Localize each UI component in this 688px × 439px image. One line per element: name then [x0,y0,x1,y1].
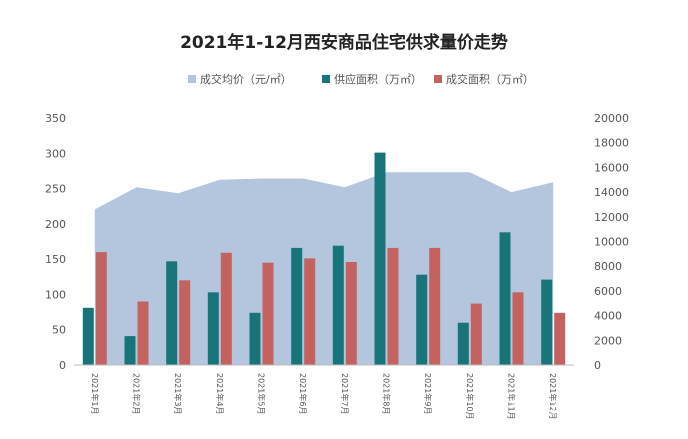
bar-supply-10 [457,322,469,365]
x-tick: 2021年1月 [90,373,100,414]
legend-item: 成交面积（万㎡） [434,72,534,86]
x-tick: 2021年4月 [215,373,225,414]
chart-title: 2021年1-12月西安商品住宅供求量价走势 [180,32,508,53]
x-tick: 2021年9月 [423,373,433,414]
y-right-tick: 14000 [594,186,629,199]
bar-supply-1 [82,307,94,365]
x-tick: 2021年11月 [507,373,517,420]
bar-deal-3 [179,280,191,365]
y-right-tick: 16000 [594,161,629,174]
y-left-tick: 300 [45,147,66,160]
x-tick: 2021年10月 [465,373,475,420]
bar-deal-6 [304,258,316,365]
bar-deal-9 [429,247,441,365]
bar-supply-2 [124,336,136,365]
bar-deal-10 [470,303,482,365]
y-left-tick: 350 [45,112,66,125]
watermark: 知乎 @有事问彭叔 [512,399,628,416]
x-tick: 2021年8月 [382,373,392,414]
legend-label: 成交面积（万㎡） [446,72,534,86]
x-tick: 2021年7月 [340,373,350,414]
bar-supply-11 [499,232,511,365]
legend: 成交均价（元/㎡） 供应面积（万㎡） 成交面积（万㎡） [188,72,534,86]
legend-swatch [322,75,330,83]
x-tick: 2021年3月 [173,373,183,414]
y-left-tick: 150 [45,253,66,266]
y-right-tick: 6000 [594,285,622,298]
legend-label: 成交均价（元/㎡） [200,72,292,86]
bar-deal-7 [345,262,357,365]
y-left-tick: 100 [45,288,66,301]
x-tick: 2021年5月 [257,373,267,414]
legend-item: 供应面积（万㎡） [322,72,422,86]
bar-supply-12 [541,279,553,365]
bar-deal-1 [95,252,107,365]
y-left-tick: 200 [45,218,66,231]
bar-supply-3 [166,261,178,365]
y-left-tick: 50 [52,324,66,337]
bar-supply-8 [374,152,386,365]
bar-deal-12 [554,312,566,365]
y-right-tick: 2000 [594,334,622,347]
bar-supply-7 [332,245,344,365]
legend-label: 供应面积（万㎡） [334,72,422,86]
bar-supply-4 [207,292,219,365]
bar-deal-8 [387,247,399,365]
area-avg-price [94,172,554,365]
bar-supply-9 [416,274,428,365]
y-left-tick: 250 [45,183,66,196]
x-tick: 2021年2月 [132,373,142,414]
bar-deal-5 [262,262,274,365]
bar-deal-4 [220,252,232,365]
legend-swatch [434,75,442,83]
legend-swatch [188,75,196,83]
bar-supply-5 [249,312,261,365]
y-right-tick: 10000 [594,236,629,249]
y-left-tick: 0 [59,359,66,372]
y-right-tick: 4000 [594,310,622,323]
bar-supply-6 [291,247,303,365]
y-right-tick: 12000 [594,211,629,224]
bar-deal-2 [137,301,149,365]
y-right-tick: 8000 [594,260,622,273]
y-right-tick: 20000 [594,112,629,125]
x-tick: 2021年12月 [548,373,558,420]
x-tick: 2021年6月 [298,373,308,414]
legend-item: 成交均价（元/㎡） [188,72,292,86]
plot-area [82,152,566,365]
y-right-tick: 18000 [594,137,629,150]
y-right-tick: 0 [594,359,601,372]
bar-deal-11 [512,292,524,365]
axes: 0 50 100 150 200 250 300 350 0 2000 4000 6000 8000 10… [45,112,629,420]
